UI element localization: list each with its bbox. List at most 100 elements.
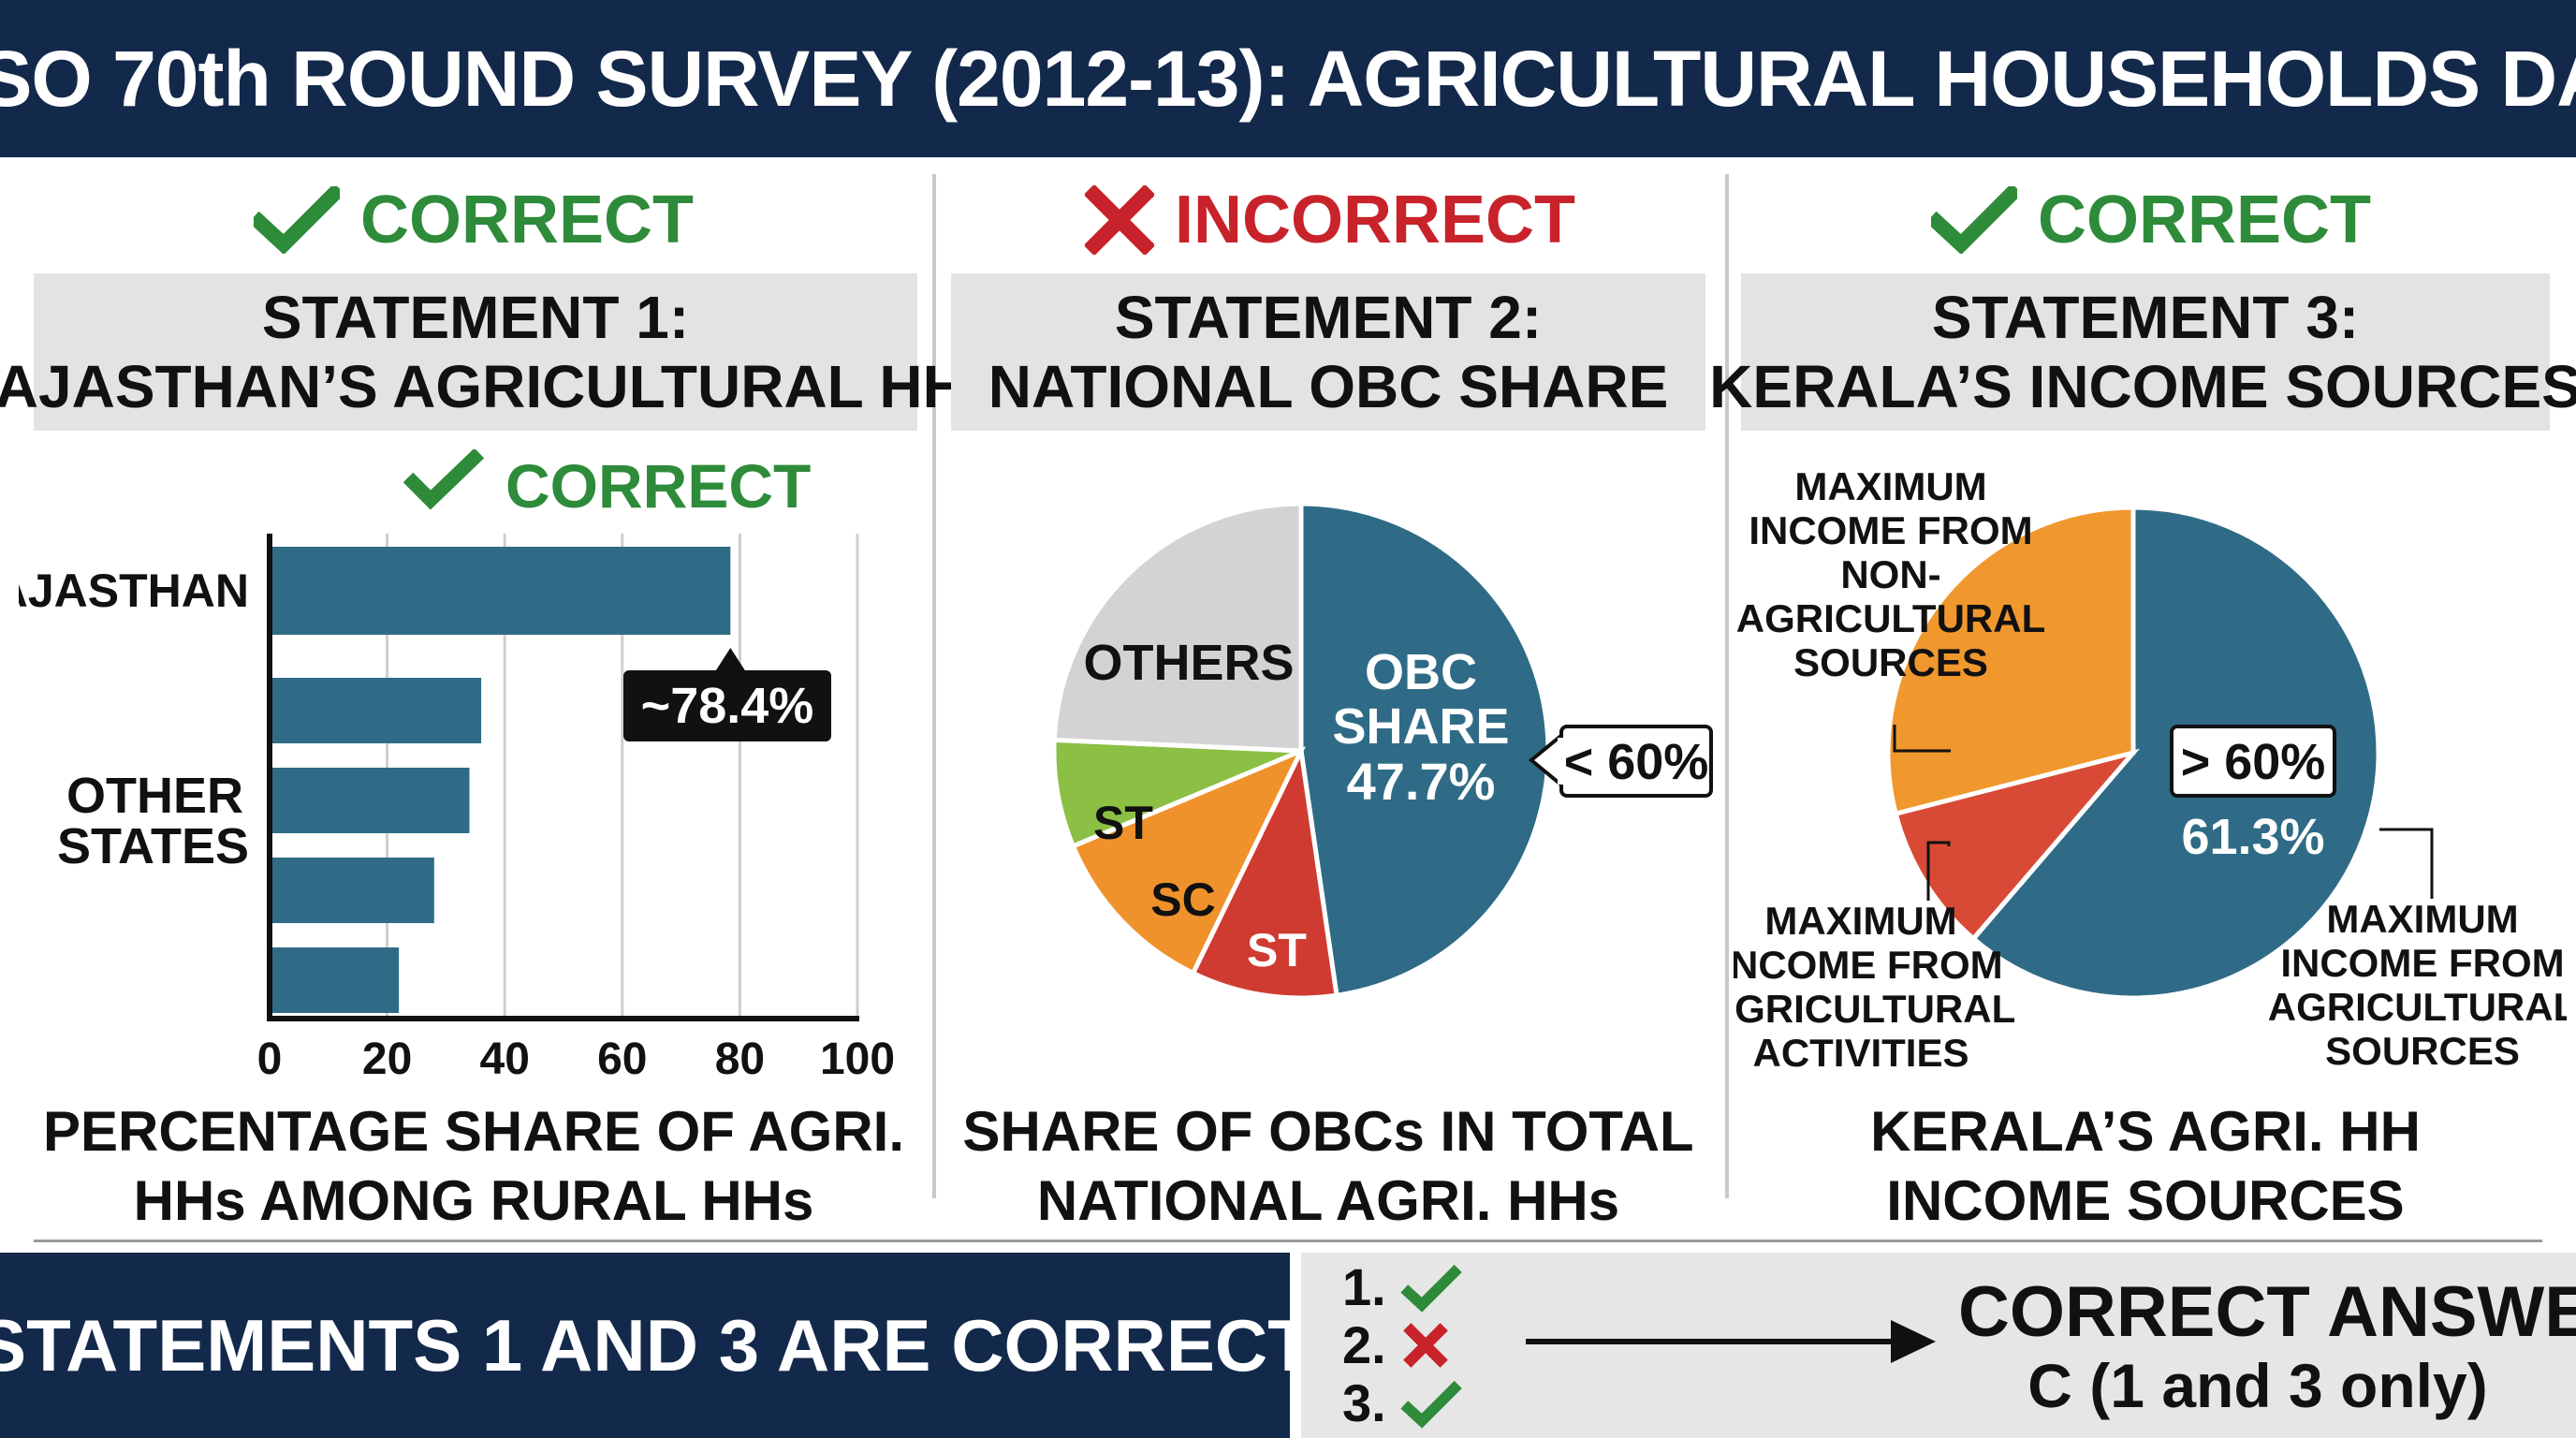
slice-label: MAXIMUM — [1794, 464, 1986, 508]
category-label: STATES — [57, 818, 249, 874]
slice-label: ACTIVITIES — [1752, 1031, 1969, 1075]
check-icon — [1400, 1264, 1462, 1313]
check-icon — [254, 186, 340, 254]
tick-label: 40 — [480, 1034, 530, 1084]
panel1-verdict: CORRECT — [34, 178, 914, 262]
slice-label: INCOME FROM — [1749, 508, 2032, 552]
leader-line — [1926, 841, 1951, 901]
callout-label: ~78.4% — [641, 678, 814, 734]
check-icon — [1400, 1380, 1462, 1429]
slice-label: INCOME FROM — [1734, 943, 2003, 987]
callout-box — [2170, 725, 2336, 798]
slice-label: ST — [1247, 924, 1307, 976]
result-number: 3. — [1342, 1373, 1386, 1432]
slice-label: ST — [1093, 797, 1153, 849]
slice-value-label: 61.3% — [2181, 809, 2324, 865]
verdict-label: CORRECT — [360, 183, 694, 257]
slice-label: MAXIMUM — [1764, 899, 1956, 943]
panel2-verdict: INCORRECT — [951, 178, 1709, 262]
statement-number: STATEMENT 2: — [1114, 284, 1543, 351]
slice-label: OBC — [1365, 644, 1477, 700]
caption-line: KERALA’S AGRI. HH — [1870, 1100, 2421, 1163]
verdict-label: CORRECT — [2038, 183, 2371, 257]
slice-label: SHARE — [1332, 698, 1509, 755]
category-label: RAJASTHAN — [19, 565, 249, 617]
panel1-caption: PERCENTAGE SHARE OF AGRI. HHs AMONG RURA… — [34, 1097, 914, 1236]
slice-label: INCOME FROM — [2280, 941, 2564, 985]
sub-verdict-label: CORRECT — [505, 451, 811, 521]
answer-text: C (1 and 3 only) — [2027, 1351, 2488, 1420]
panel3-verdict: CORRECT — [1741, 178, 2561, 262]
slice-label: SC — [1150, 873, 1215, 926]
arrow-icon — [1526, 1320, 1936, 1363]
slice-label: AGRICULTURAL — [2268, 985, 2567, 1029]
verdict-label: INCORRECT — [1175, 183, 1575, 257]
slice-label: AGRICULTURAL — [1736, 596, 2046, 640]
column-divider — [932, 174, 936, 1198]
bar — [272, 678, 482, 743]
slice-value-label: 47.7% — [1347, 752, 1496, 811]
cross-icon — [1403, 1322, 1448, 1368]
caption-line: INCOME SOURCES — [1886, 1169, 2405, 1232]
callout-label: > 60% — [2181, 734, 2326, 790]
result-number: 1. — [1342, 1257, 1386, 1316]
caption-line: PERCENTAGE SHARE OF AGRI. — [42, 1100, 905, 1163]
bar — [272, 547, 731, 635]
pie-slice — [1190, 742, 1339, 1001]
check-icon — [1931, 186, 2017, 254]
check-icon — [402, 449, 485, 510]
bar — [272, 947, 400, 1013]
column-divider — [1725, 174, 1729, 1198]
caption-line: NATIONAL AGRI. HHs — [1036, 1169, 1620, 1232]
pie-slice — [1885, 505, 2136, 817]
statement-number: STATEMENT 3: — [1931, 284, 2360, 351]
statement-result-3: 3. — [1342, 1372, 1462, 1433]
pie-slice — [1051, 501, 1304, 754]
callout-label: < 60% — [1564, 734, 1709, 790]
summary-bar: STATEMENTS 1 AND 3 ARE CORRECT — [0, 1253, 1312, 1438]
caption-line: HHs AMONG RURAL HHs — [133, 1169, 814, 1232]
pie-slice — [1298, 501, 1551, 999]
tick-label: 0 — [257, 1034, 283, 1084]
callout-pointer — [713, 648, 748, 674]
slice-label: SOURCES — [1793, 640, 1988, 684]
leader-line — [1893, 725, 1951, 753]
panel2-caption: SHARE OF OBCs IN TOTAL NATIONAL AGRI. HH… — [951, 1097, 1705, 1236]
panel3-caption: KERALA’S AGRI. HH INCOME SOURCES — [1741, 1097, 2550, 1236]
slice-label: MAXIMUM — [2326, 897, 2518, 941]
callout-box — [623, 670, 831, 741]
tick-label: 80 — [715, 1034, 765, 1084]
summary-text: STATEMENTS 1 AND 3 ARE CORRECT — [0, 1303, 1312, 1387]
result-number: 2. — [1342, 1315, 1386, 1374]
tick-label: 60 — [597, 1034, 647, 1084]
callout-joint — [1558, 738, 1567, 785]
caption-line: SHARE OF OBCs IN TOTAL — [962, 1100, 1694, 1163]
answer-box: 1. 2. 3. CORRECT ANSWER: C (1 and 3 only… — [1301, 1253, 2576, 1438]
sub-verdict: CORRECT — [402, 449, 811, 521]
divider — [34, 1240, 2542, 1242]
slice-label: NON- — [1840, 552, 1940, 596]
statement-number: STATEMENT 1: — [261, 284, 690, 351]
statement-title: NATIONAL OBC SHARE — [988, 353, 1669, 420]
statement-result-1: 1. — [1342, 1256, 1462, 1317]
tick-label: 100 — [820, 1034, 895, 1084]
statement-result-2: 2. — [1342, 1314, 1451, 1375]
leader-line — [2379, 828, 2434, 899]
slice-label: SOURCES — [2325, 1029, 2520, 1073]
slice-label: OTHERS — [1083, 635, 1294, 691]
panel1-statement: STATEMENT 1: RAJASTHAN’S AGRICULTURAL HH… — [0, 273, 999, 431]
bar — [272, 858, 434, 923]
panel3-statement: STATEMENT 3: KERALA’S INCOME SOURCES — [1709, 273, 2576, 431]
bar — [272, 768, 470, 833]
category-label: OTHER — [66, 768, 243, 824]
answer-title: CORRECT ANSWER: — [1958, 1272, 2576, 1352]
pie-slice — [1070, 746, 1307, 976]
header-bar: NSSO 70th ROUND SURVEY (2012-13): AGRICU… — [0, 0, 2576, 157]
statement-title: KERALA’S INCOME SOURCES — [1709, 353, 2576, 420]
panel2-statement: STATEMENT 2: NATIONAL OBC SHARE — [951, 273, 1705, 431]
cross-icon — [1085, 185, 1154, 255]
tick-label: 20 — [362, 1034, 412, 1084]
